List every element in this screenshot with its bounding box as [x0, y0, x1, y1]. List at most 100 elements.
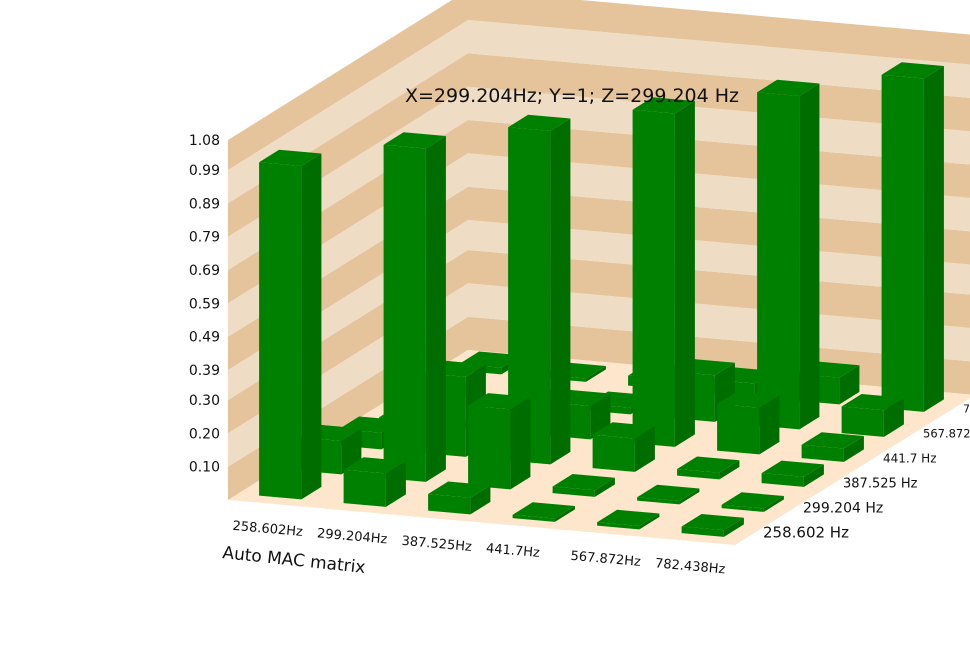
bar-side [803, 464, 824, 487]
chart-bars [259, 62, 944, 537]
back-wall-stripe [468, 20, 970, 98]
bar-top [512, 502, 575, 519]
bar [508, 114, 571, 465]
bar-side [799, 83, 820, 430]
bar-front [632, 109, 675, 447]
bar-top [637, 484, 700, 501]
bar-side [550, 118, 571, 465]
bar [637, 484, 700, 505]
left-wall-stripe [228, 0, 468, 170]
bar-side [385, 461, 406, 507]
bar [259, 149, 322, 500]
z-tick-label: 782.438 Hz [963, 403, 970, 416]
bar-top [259, 149, 322, 166]
y-tick-label: 0.59 [189, 296, 220, 312]
bar-side [554, 506, 575, 522]
y-tick-label: 0.30 [189, 393, 220, 409]
bar [761, 460, 824, 487]
x-tick-label: 782.438Hz [654, 556, 726, 577]
bar-top [881, 62, 944, 79]
bar-front [597, 522, 640, 530]
bar-top [468, 393, 531, 410]
z-tick-label: 567.872 Hz [923, 427, 970, 441]
bar-front [801, 444, 844, 462]
back-wall-stripe [468, 0, 970, 65]
bar [632, 97, 695, 447]
bar-front [637, 497, 680, 505]
bar-front [761, 473, 804, 487]
bar [757, 79, 820, 430]
bar-side [585, 366, 606, 382]
y-tick-label: 0.79 [189, 230, 220, 246]
z-tick-label: 387.525 Hz [843, 477, 918, 492]
bar-side [763, 496, 784, 512]
bar-top [428, 481, 491, 498]
bar-side [839, 365, 860, 405]
x-tick-label: 258.602Hz [232, 519, 304, 540]
bar-top [343, 457, 406, 474]
bar-side [674, 101, 695, 447]
bar-front [721, 504, 764, 512]
bar-front [259, 162, 302, 500]
bar [841, 394, 904, 437]
bar-front [512, 514, 555, 522]
bar-front [508, 127, 551, 465]
bar-side [759, 395, 780, 455]
bar [343, 457, 406, 507]
bar [677, 456, 740, 480]
bar-front [681, 526, 724, 537]
back-wall-stripe [468, 283, 970, 362]
bar-side [723, 517, 744, 537]
y-tick-label: 0.99 [189, 163, 220, 179]
bar-front [383, 144, 426, 482]
bar-side [843, 436, 864, 462]
bar [717, 391, 780, 455]
bar-front [552, 486, 595, 497]
bar-side [679, 488, 700, 505]
bar [592, 422, 655, 472]
z-tick-label: 441.7 Hz [883, 452, 937, 466]
bar [552, 474, 615, 497]
back-wall-stripe [468, 186, 970, 265]
chart-title: X=299.204Hz; Y=1; Z=299.204 Hz [405, 85, 739, 107]
bar [383, 132, 446, 482]
back-wall-stripe [468, 120, 970, 198]
bar-side [883, 397, 904, 437]
x-axis-caption: Auto MAC matrix [221, 543, 366, 578]
bar-top [383, 132, 446, 149]
back-wall-stripe [468, 153, 970, 232]
bar-front [881, 74, 924, 412]
bar-front [757, 92, 800, 430]
bar-side [639, 513, 660, 530]
bar [597, 509, 660, 530]
z-axis-tick-labels: 258.602 Hz 299.204 Hz 387.525 Hz 441.7 Hz 56… [763, 403, 970, 542]
bar-top [761, 460, 824, 477]
y-tick-label: 0.10 [189, 460, 220, 476]
bar-side [923, 66, 944, 412]
bar-front [428, 494, 471, 515]
bar [681, 514, 744, 537]
y-tick-label: 0.69 [189, 263, 220, 279]
bar-front [717, 404, 760, 455]
bar-top [597, 509, 660, 526]
back-wall-stripe [468, 86, 970, 165]
x-tick-label: 567.872Hz [570, 549, 642, 570]
x-axis-tick-labels: 258.602Hz 299.204Hz 387.525Hz 441.7Hz 567.87… [232, 519, 726, 578]
bar-top [508, 114, 571, 131]
bar-side [425, 136, 446, 482]
bar [512, 502, 575, 522]
x-tick-label: 299.204Hz [316, 526, 388, 547]
back-wall-stripe [468, 220, 970, 295]
bar [721, 492, 784, 512]
bar-top [632, 97, 695, 114]
bar-front [592, 434, 635, 472]
bar-side [634, 426, 655, 472]
y-tick-label: 0.89 [189, 196, 220, 212]
bar [428, 481, 491, 515]
bar-top [757, 79, 820, 96]
bar [801, 432, 864, 462]
z-tick-label: 299.204 Hz [803, 501, 883, 517]
x-tick-label: 387.525Hz [401, 534, 473, 555]
